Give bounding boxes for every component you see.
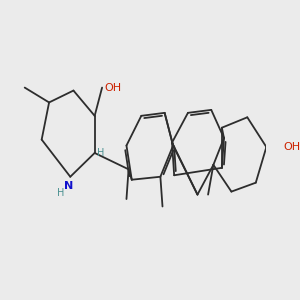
Text: H: H bbox=[57, 188, 65, 199]
Text: N: N bbox=[64, 181, 74, 191]
Text: H: H bbox=[97, 148, 105, 158]
Text: OH: OH bbox=[105, 82, 122, 93]
Text: OH: OH bbox=[284, 142, 300, 152]
